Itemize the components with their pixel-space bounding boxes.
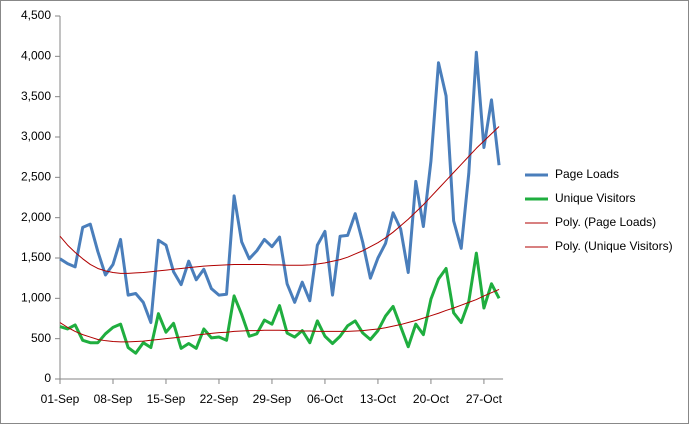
x-tick-label: 13-Oct bbox=[360, 392, 397, 406]
x-tick-label: 20-Oct bbox=[413, 392, 450, 406]
series-line bbox=[59, 126, 500, 274]
y-tick-label: 1,500 bbox=[21, 250, 51, 264]
y-tick-label: 4,500 bbox=[21, 8, 51, 22]
series-line bbox=[59, 289, 500, 343]
y-tick-label: 3,000 bbox=[21, 129, 51, 143]
x-tick-label: 08-Sep bbox=[94, 392, 133, 406]
x-tick-label: 01-Sep bbox=[41, 392, 80, 406]
x-tick-label: 15-Sep bbox=[147, 392, 186, 406]
series-line bbox=[59, 50, 501, 325]
legend-label: Poly. (Page Loads) bbox=[555, 215, 656, 229]
y-tick-label: 3,500 bbox=[21, 89, 51, 103]
x-tick-label: 06-Oct bbox=[307, 392, 344, 406]
legend-label: Page Loads bbox=[555, 167, 619, 181]
legend-label: Poly. (Unique Visitors) bbox=[555, 239, 673, 253]
x-tick-label: 27-Oct bbox=[466, 392, 503, 406]
y-tick-label: 0 bbox=[44, 371, 51, 385]
y-tick-label: 1,000 bbox=[21, 291, 51, 305]
legend-label: Unique Visitors bbox=[555, 191, 635, 205]
y-tick-label: 4,000 bbox=[21, 49, 51, 63]
y-tick-label: 500 bbox=[31, 331, 51, 345]
series-line bbox=[59, 251, 501, 355]
x-tick-label: 29-Sep bbox=[253, 392, 292, 406]
x-tick-label: 22-Sep bbox=[200, 392, 239, 406]
y-tick-label: 2,000 bbox=[21, 210, 51, 224]
y-tick-label: 2,500 bbox=[21, 170, 51, 184]
